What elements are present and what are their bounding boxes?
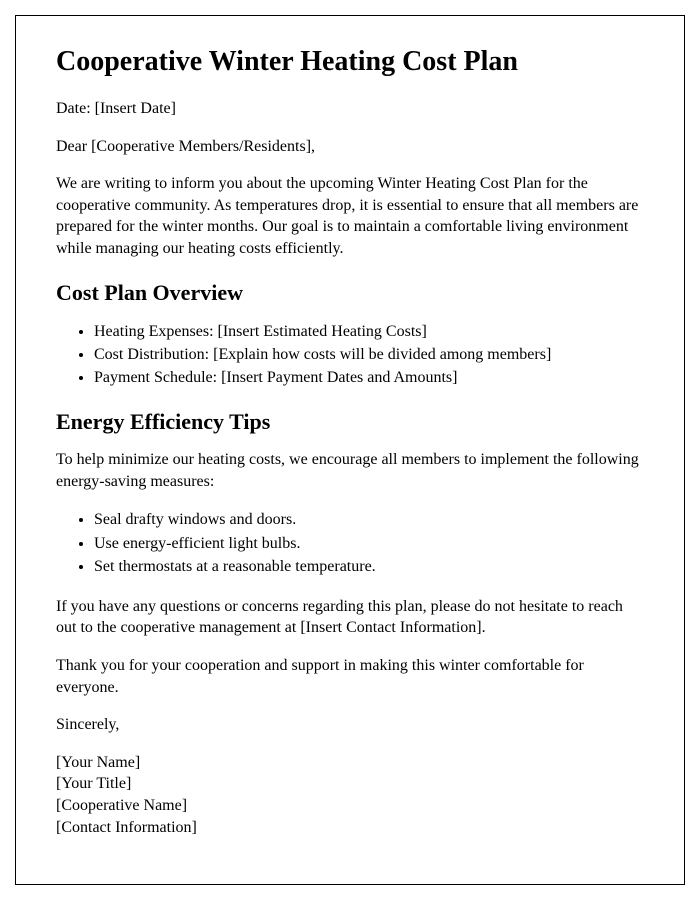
section-heading-energy-tips: Energy Efficiency Tips: [56, 409, 644, 435]
list-item: Heating Expenses: [Insert Estimated Heat…: [94, 320, 644, 343]
energy-tips-intro: To help minimize our heating costs, we e…: [56, 449, 644, 492]
thanks-paragraph: Thank you for your cooperation and suppo…: [56, 655, 644, 698]
cost-overview-list: Heating Expenses: [Insert Estimated Heat…: [94, 320, 644, 390]
signature-title: [Your Title]: [56, 773, 644, 795]
section-heading-cost-overview: Cost Plan Overview: [56, 280, 644, 306]
list-item: Set thermostats at a reasonable temperat…: [94, 555, 644, 578]
date-line: Date: [Insert Date]: [56, 98, 644, 120]
list-item: Payment Schedule: [Insert Payment Dates …: [94, 366, 644, 389]
energy-tips-list: Seal drafty windows and doors. Use energ…: [94, 508, 644, 578]
signature-cooperative: [Cooperative Name]: [56, 795, 644, 817]
contact-paragraph: If you have any questions or concerns re…: [56, 596, 644, 639]
salutation: Dear [Cooperative Members/Residents],: [56, 136, 644, 158]
signature-block: [Your Name] [Your Title] [Cooperative Na…: [56, 752, 644, 838]
page-title: Cooperative Winter Heating Cost Plan: [56, 46, 644, 78]
signature-name: [Your Name]: [56, 752, 644, 774]
signature-contact: [Contact Information]: [56, 817, 644, 839]
intro-paragraph: We are writing to inform you about the u…: [56, 173, 644, 259]
list-item: Seal drafty windows and doors.: [94, 508, 644, 531]
closing: Sincerely,: [56, 714, 644, 736]
list-item: Cost Distribution: [Explain how costs wi…: [94, 343, 644, 366]
document-frame: Cooperative Winter Heating Cost Plan Dat…: [15, 15, 685, 885]
list-item: Use energy-efficient light bulbs.: [94, 532, 644, 555]
